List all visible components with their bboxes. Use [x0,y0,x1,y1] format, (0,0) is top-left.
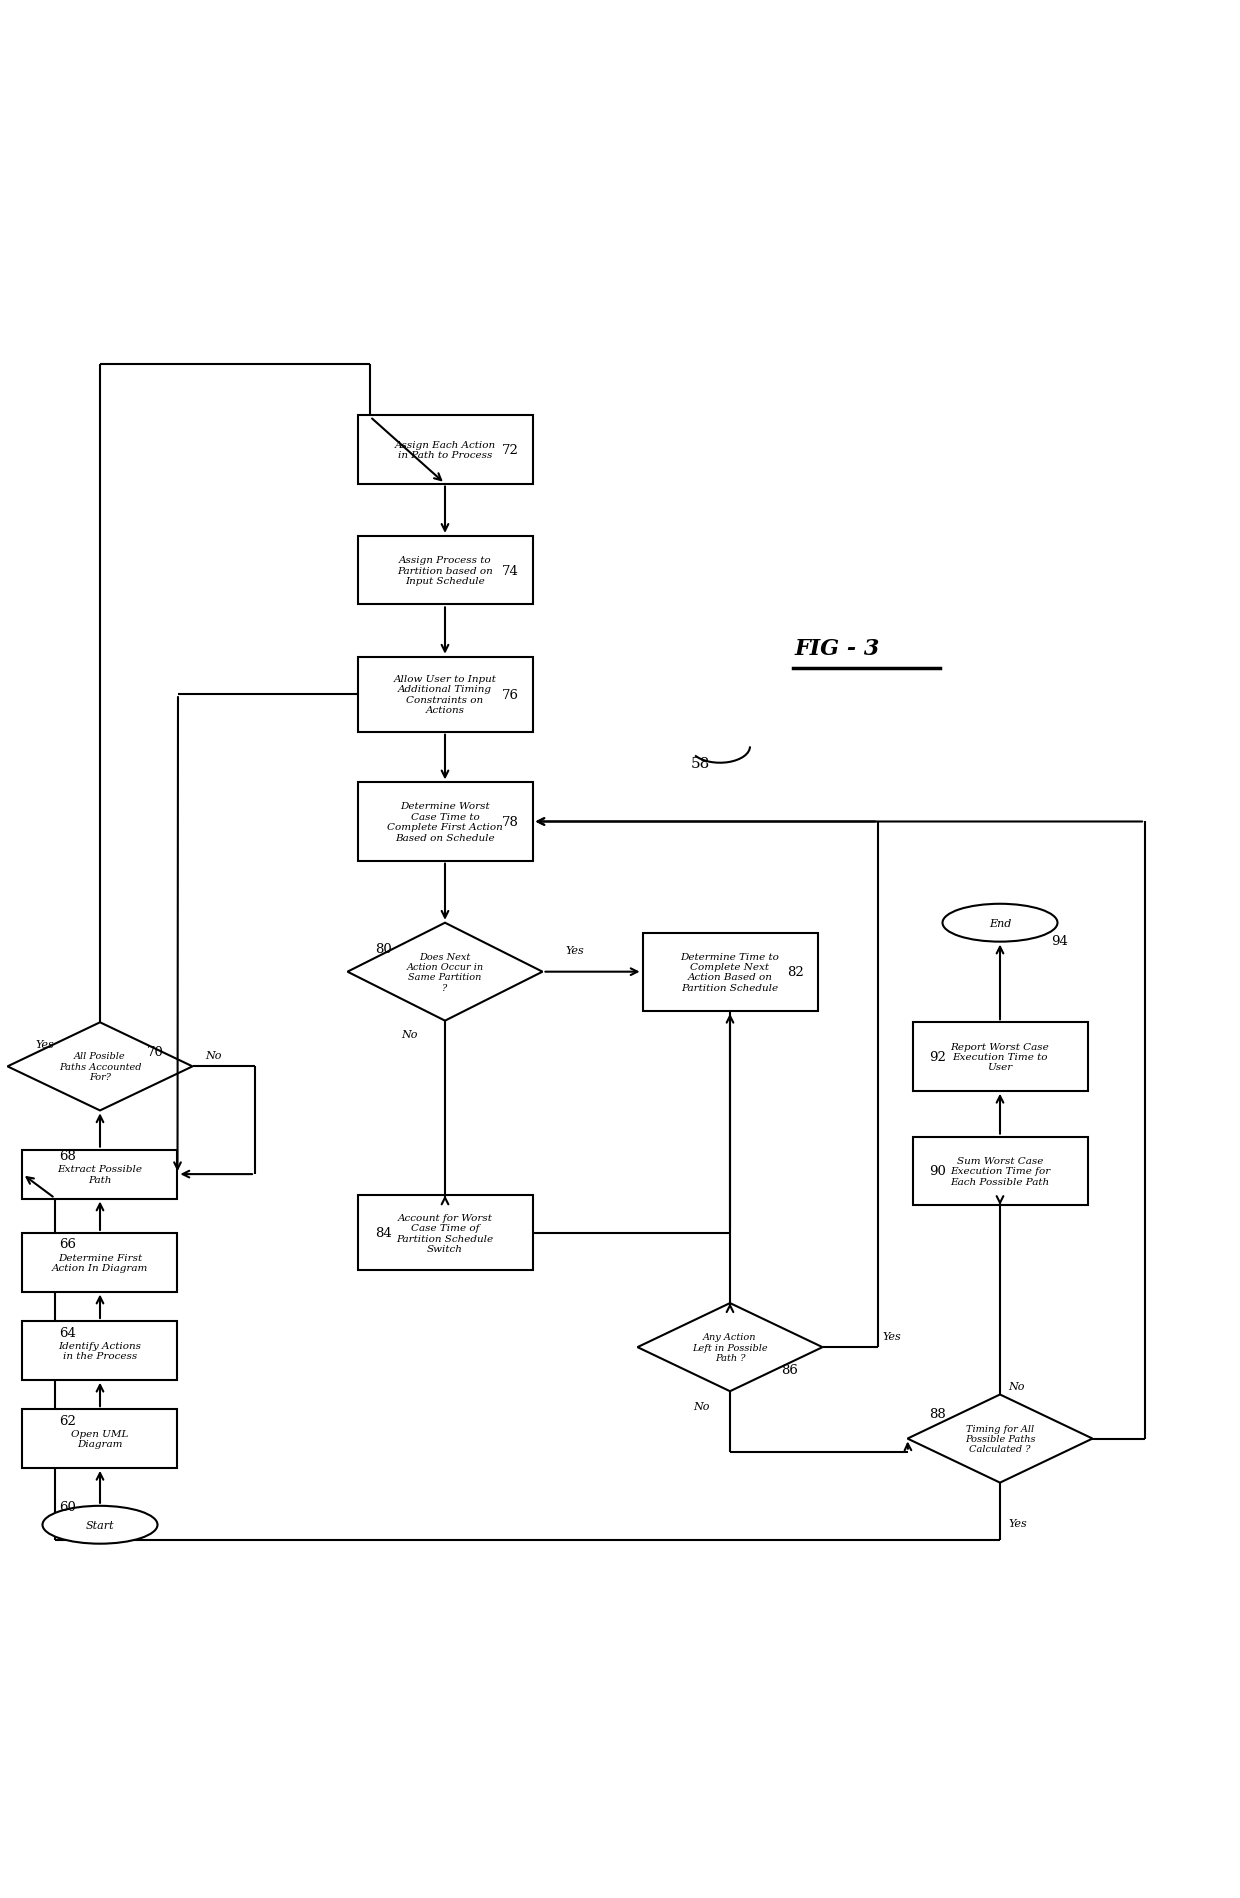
Text: Determine Worst
Case Time to
Complete First Action
Based on Schedule: Determine Worst Case Time to Complete Fi… [387,803,503,843]
Text: Timing for All
Possible Paths
Calculated ?: Timing for All Possible Paths Calculated… [965,1424,1035,1454]
FancyBboxPatch shape [357,782,532,862]
FancyBboxPatch shape [22,1410,177,1469]
Text: 64: 64 [60,1327,77,1338]
FancyBboxPatch shape [642,934,817,1012]
Text: 92: 92 [930,1050,946,1063]
Text: 82: 82 [786,966,804,979]
Text: No: No [693,1401,711,1412]
Text: Start: Start [86,1520,114,1530]
Text: Allow User to Input
Additional Timing
Constraints on
Actions: Allow User to Input Additional Timing Co… [393,674,496,716]
Text: Assign Process to
Partition based on
Input Schedule: Assign Process to Partition based on Inp… [397,556,492,586]
Text: Yes: Yes [35,1038,53,1050]
Text: 62: 62 [60,1414,77,1427]
Text: End: End [988,919,1011,928]
Text: Determine Time to
Complete Next
Action Based on
Partition Schedule: Determine Time to Complete Next Action B… [681,953,780,993]
FancyBboxPatch shape [22,1234,177,1293]
Ellipse shape [942,903,1058,941]
Text: 60: 60 [60,1499,77,1513]
Text: 72: 72 [501,444,518,457]
Text: 86: 86 [781,1365,799,1376]
Text: 78: 78 [501,816,518,829]
FancyBboxPatch shape [913,1023,1087,1091]
Text: Open UML
Diagram: Open UML Diagram [72,1429,129,1448]
Text: No: No [205,1050,222,1061]
Text: All Posible
Paths Accounted
For?: All Posible Paths Accounted For? [58,1051,141,1082]
Polygon shape [7,1023,192,1110]
Text: 88: 88 [930,1408,946,1420]
Polygon shape [908,1395,1092,1482]
Text: Yes: Yes [882,1330,900,1342]
Text: 76: 76 [501,689,518,700]
Text: Report Worst Case
Execution Time to
User: Report Worst Case Execution Time to User [951,1042,1049,1072]
Text: Any Action
Left in Possible
Path ?: Any Action Left in Possible Path ? [692,1332,768,1363]
Text: Yes: Yes [565,945,584,957]
Text: Determine First
Action In Diagram: Determine First Action In Diagram [52,1253,149,1272]
Text: 90: 90 [930,1165,946,1179]
FancyBboxPatch shape [913,1137,1087,1205]
FancyBboxPatch shape [22,1321,177,1380]
FancyBboxPatch shape [357,537,532,605]
Text: FIG - 3: FIG - 3 [795,638,880,661]
Text: 84: 84 [374,1226,392,1239]
Text: Account for Worst
Case Time of
Partition Schedule
Switch: Account for Worst Case Time of Partition… [397,1213,494,1253]
Text: 74: 74 [501,564,518,577]
Text: 80: 80 [374,943,392,957]
Text: 58: 58 [691,755,709,771]
Text: 66: 66 [60,1237,77,1251]
Ellipse shape [42,1505,157,1543]
Text: Assign Each Action
in Path to Process: Assign Each Action in Path to Process [394,440,496,459]
Polygon shape [347,922,543,1021]
FancyBboxPatch shape [357,1196,532,1272]
Text: Identify Actions
in the Process: Identify Actions in the Process [58,1342,141,1361]
Text: Yes: Yes [1008,1518,1027,1528]
Text: 94: 94 [1052,936,1069,947]
Polygon shape [637,1304,822,1391]
FancyBboxPatch shape [22,1150,177,1200]
Text: 68: 68 [60,1150,77,1163]
Text: Does Next
Action Occur in
Same Partition
?: Does Next Action Occur in Same Partition… [407,953,484,993]
Text: Extract Possible
Path: Extract Possible Path [57,1165,143,1184]
Text: No: No [1008,1382,1024,1391]
Text: Sum Worst Case
Execution Time for
Each Possible Path: Sum Worst Case Execution Time for Each P… [950,1156,1050,1186]
FancyBboxPatch shape [357,416,532,484]
FancyBboxPatch shape [357,657,532,733]
Text: 70: 70 [146,1046,164,1059]
Text: No: No [402,1029,418,1040]
